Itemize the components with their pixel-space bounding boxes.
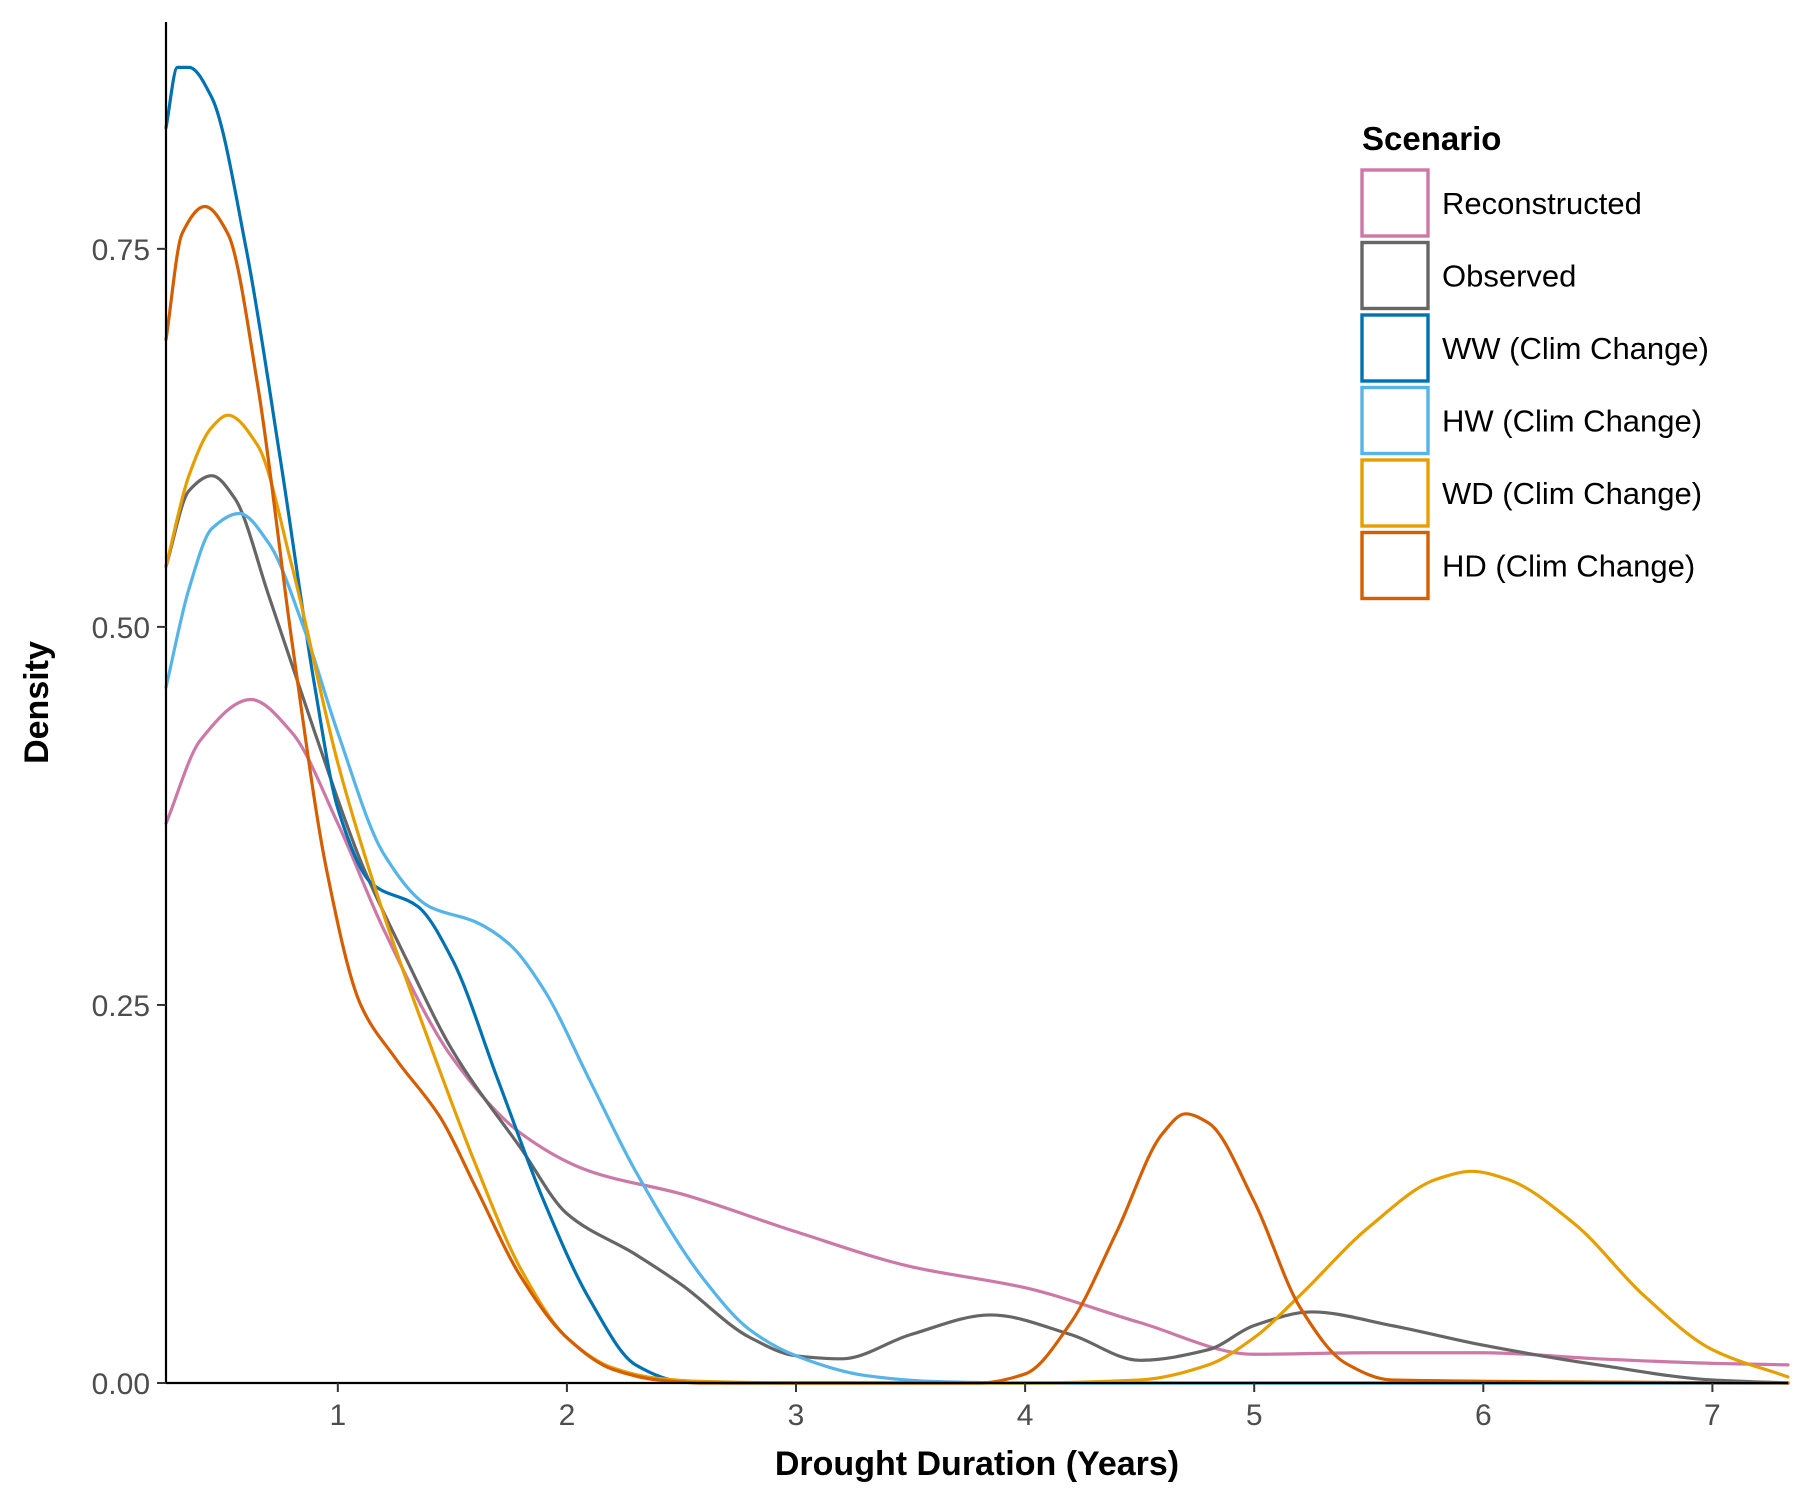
legend-label: Reconstructed [1442, 186, 1642, 221]
series-layer [164, 65, 1790, 1385]
legend-items: Reconstructed Observed WW (Clim Change) HW … [1360, 168, 1709, 601]
legend-label: HD (Clim Change) [1442, 549, 1695, 584]
x-tick-label: 2 [559, 1399, 576, 1432]
series-line-hw-clim-change [164, 511, 1790, 1385]
legend-key-wd-clim-change [1360, 458, 1430, 528]
series-line-observed [164, 474, 1790, 1385]
legend-label: WD (Clim Change) [1442, 476, 1702, 511]
y-axis-ticks: 0.00 0.25 0.50 0.75 [92, 234, 166, 1401]
legend-key-hw-clim-change [1360, 385, 1430, 456]
legend-label: WW (Clim Change) [1442, 331, 1709, 366]
legend-label: HW (Clim Change) [1442, 404, 1702, 439]
series-line-hd-clim-change [164, 204, 1790, 1385]
legend-key-observed [1360, 240, 1430, 311]
series-line-wd-clim-change [164, 413, 1790, 1385]
legend-key-ww-clim-change [1360, 313, 1430, 383]
legend-key-hd-clim-change [1360, 530, 1430, 601]
x-tick-label: 1 [329, 1399, 346, 1432]
series-line-reconstructed [164, 697, 1790, 1367]
x-tick-label: 7 [1704, 1399, 1721, 1432]
x-tick-label: 3 [788, 1399, 805, 1432]
y-tick-label: 0.75 [92, 234, 150, 267]
x-tick-label: 5 [1246, 1399, 1263, 1432]
x-axis-title: Drought Duration (Years) [775, 1445, 1179, 1483]
legend-key-reconstructed [1360, 168, 1430, 238]
y-tick-label: 0.00 [92, 1368, 150, 1401]
y-axis-title: Density [18, 641, 56, 764]
x-tick-label: 4 [1017, 1399, 1034, 1432]
x-axis-ticks: 1 2 3 4 5 6 7 [329, 1383, 1721, 1432]
legend-label: Observed [1442, 259, 1576, 294]
legend: Scenario Reconstructed Observed WW (Clim C… [1360, 120, 1709, 601]
y-tick-label: 0.25 [92, 990, 150, 1023]
y-tick-label: 0.50 [92, 612, 150, 645]
x-tick-label: 6 [1475, 1399, 1492, 1432]
legend-title: Scenario [1362, 120, 1501, 157]
